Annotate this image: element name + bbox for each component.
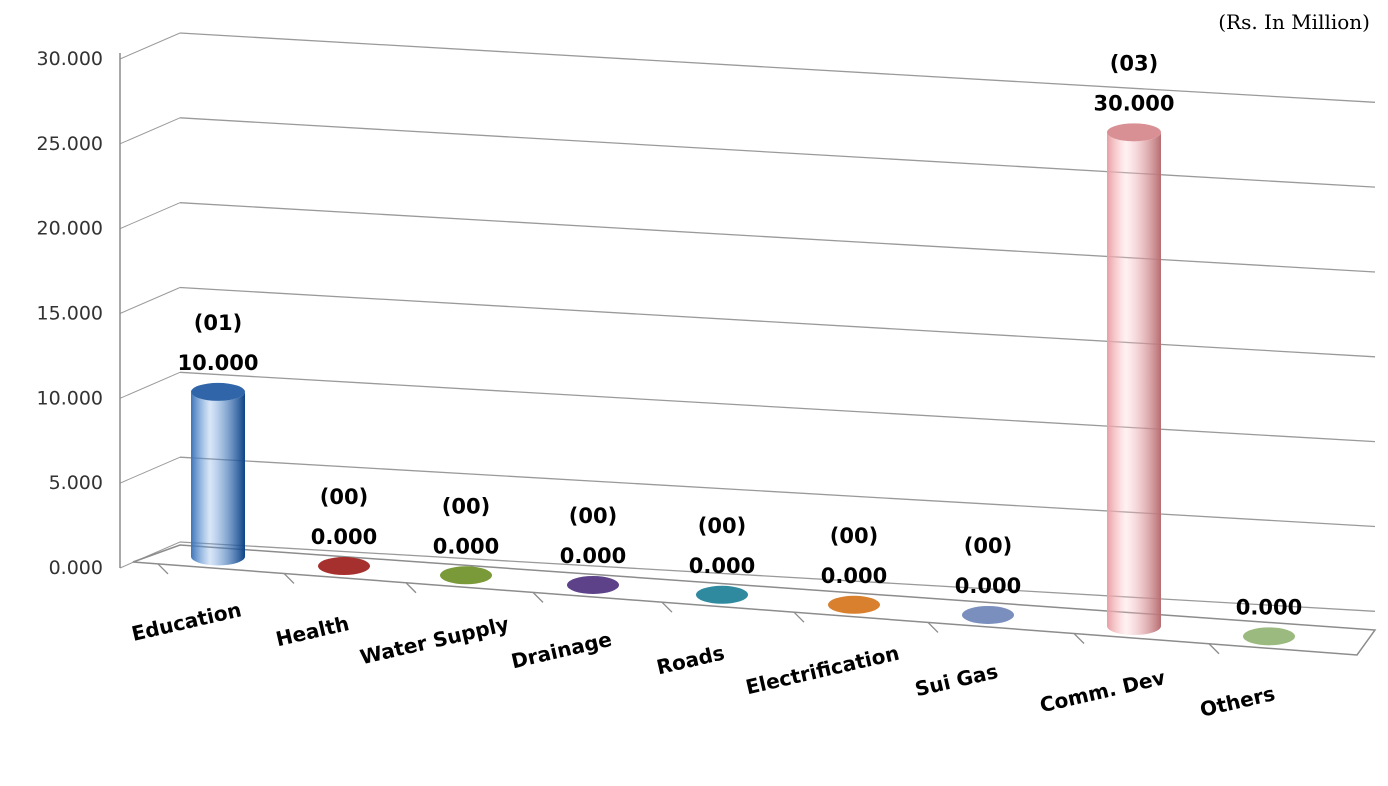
y-tick-connector <box>119 202 181 230</box>
x-tick <box>405 582 417 594</box>
category-label: Water Supply <box>358 612 511 670</box>
x-tick <box>1073 633 1085 644</box>
value-label: 10.000 <box>177 351 258 375</box>
value-label: 0.000 <box>821 564 887 588</box>
y-tick-connector <box>119 32 181 60</box>
gridline <box>179 371 1376 443</box>
bar-disc <box>828 595 880 614</box>
y-tick-label: 0.000 <box>49 557 103 579</box>
x-tick <box>661 601 673 613</box>
category-label: Education <box>129 597 243 646</box>
axes <box>119 53 1377 656</box>
bar-disc <box>696 585 748 604</box>
x-tick <box>157 563 169 575</box>
bar-disc <box>318 557 370 576</box>
count-label: (01) <box>194 311 242 335</box>
value-label: 0.000 <box>560 544 626 568</box>
bar-health <box>318 557 370 576</box>
y-tick-label: 5.000 <box>49 472 103 494</box>
gridline <box>179 32 1376 103</box>
count-label: (00) <box>830 524 878 548</box>
category-label: Electrification <box>743 641 901 700</box>
y-tick-connector <box>119 371 181 399</box>
bar-electrification <box>828 595 880 614</box>
y-tick-connector <box>119 456 181 484</box>
bar-body <box>1107 132 1161 636</box>
bar-disc <box>1243 627 1295 646</box>
bar-roads <box>696 585 748 604</box>
gridline <box>179 456 1376 528</box>
bar-education <box>191 382 245 566</box>
bar-drainage <box>567 575 619 594</box>
bar-sui-gas <box>962 605 1014 624</box>
count-label: (00) <box>320 485 368 509</box>
category-label: Others <box>1198 681 1278 722</box>
count-label: (00) <box>698 514 746 538</box>
y-tick-connector <box>119 287 181 314</box>
value-label: 0.000 <box>689 554 755 578</box>
gridline <box>179 202 1376 273</box>
bar-disc <box>567 575 619 594</box>
x-tick <box>532 591 544 603</box>
category-label: Roads <box>654 640 726 679</box>
value-label: 30.000 <box>1093 91 1174 115</box>
category-label: Sui Gas <box>913 659 1001 701</box>
bars <box>191 123 1295 646</box>
value-label: 0.000 <box>433 534 499 558</box>
bar-top <box>191 382 245 401</box>
bar-disc <box>440 566 492 585</box>
x-tick <box>927 621 939 633</box>
bar-water-supply <box>440 566 492 585</box>
bar-others <box>1243 627 1295 646</box>
unit-note: (Rs. In Million) <box>1218 10 1370 34</box>
gridline <box>179 541 1376 612</box>
x-tick <box>793 611 805 623</box>
bar-body <box>191 391 245 566</box>
y-tick-label: 15.000 <box>37 303 103 325</box>
bar-comm-dev <box>1107 123 1161 636</box>
y-tick-label: 25.000 <box>37 133 103 155</box>
value-label: 0.000 <box>311 525 377 549</box>
y-tick-label: 30.000 <box>37 48 103 70</box>
gridlines <box>119 32 1376 612</box>
x-tick <box>1208 643 1220 655</box>
value-label: 0.000 <box>1236 595 1302 619</box>
y-tick-connector <box>119 541 181 569</box>
count-label: (00) <box>964 534 1012 558</box>
count-label: (00) <box>442 494 490 518</box>
bar-disc <box>962 605 1014 624</box>
bar-top <box>1107 123 1161 142</box>
category-label: Health <box>273 611 351 651</box>
y-tick-connector <box>119 117 181 145</box>
gridline <box>179 286 1376 358</box>
count-label: (03) <box>1110 51 1158 75</box>
floor <box>132 544 1377 656</box>
y-tick-label: 20.000 <box>37 218 103 240</box>
count-label: (00) <box>569 504 617 528</box>
gridline <box>179 117 1376 188</box>
category-label: Drainage <box>509 627 614 673</box>
value-label: 0.000 <box>955 574 1021 598</box>
y-tick-label: 10.000 <box>37 387 103 409</box>
x-tick <box>283 573 295 584</box>
category-label: Comm. Dev <box>1037 665 1167 717</box>
